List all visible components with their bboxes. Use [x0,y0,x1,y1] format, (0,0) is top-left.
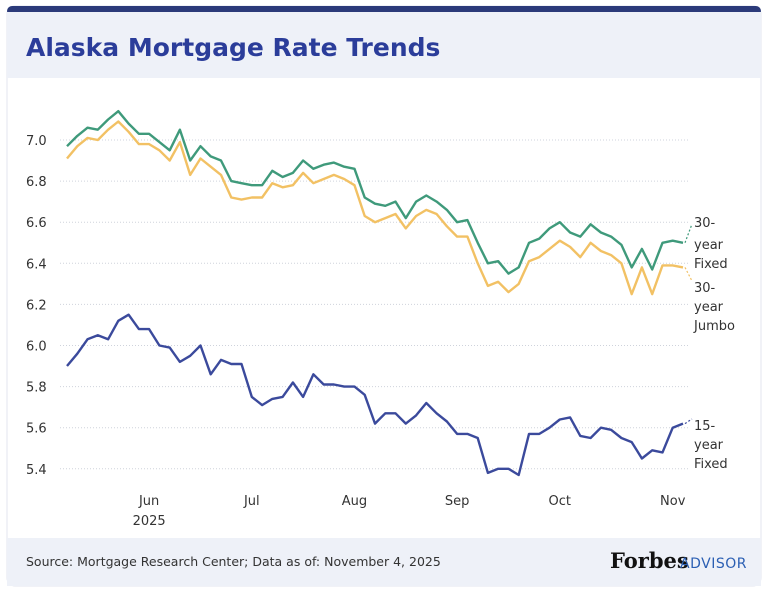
label-connector [684,418,693,425]
header-band [7,12,761,78]
series-label-line: 30- [694,216,716,231]
series-label-line: Fixed [694,457,728,472]
series-line [66,120,684,296]
y-tick-label: 5.6 [26,422,47,437]
y-tick-label: 6.0 [26,340,47,355]
series-label-line: year [694,238,724,253]
series-label-line: year [694,300,724,315]
x-tick-label: Jul [243,494,260,509]
y-tick-label: 6.2 [26,298,47,313]
series-label: 30- year Jumbo [693,281,735,334]
series-label-line: 30- [694,281,716,296]
y-tick-label: 5.4 [26,463,47,478]
series-label: 15- year Fixed [694,419,728,472]
x-tick-label: Sep [445,494,470,509]
card [6,5,762,587]
x-tick-label: Oct [549,494,571,509]
series-label: 30- year Fixed [694,216,728,272]
series-line [66,110,684,275]
y-tick-label: 7.0 [26,134,47,149]
y-tick-label: 6.4 [26,257,47,272]
series-label-line: Fixed [694,257,728,272]
series-line [66,313,684,477]
label-connector [684,223,693,243]
x-tick-label: Nov [660,494,686,509]
x-tick-label: Aug [342,494,367,509]
logo-sub: ADVISOR [680,556,747,572]
x-year-label: 2025 [133,514,166,529]
series-label-line: 15- [694,419,716,434]
series-label-line: Jumbo [693,319,735,334]
y-tick-label: 6.6 [26,216,47,231]
series-label-line: year [694,438,724,453]
label-connector [684,267,693,282]
logo-brand: Forbes [610,548,689,573]
y-tick-label: 5.8 [26,381,47,396]
footer-band [7,538,761,586]
chart-title: Alaska Mortgage Rate Trends [26,33,440,62]
source: Source: Mortgage Research Center; Data a… [26,554,441,569]
x-tick-label: Jun [138,494,159,509]
y-tick-label: 6.8 [26,175,47,190]
